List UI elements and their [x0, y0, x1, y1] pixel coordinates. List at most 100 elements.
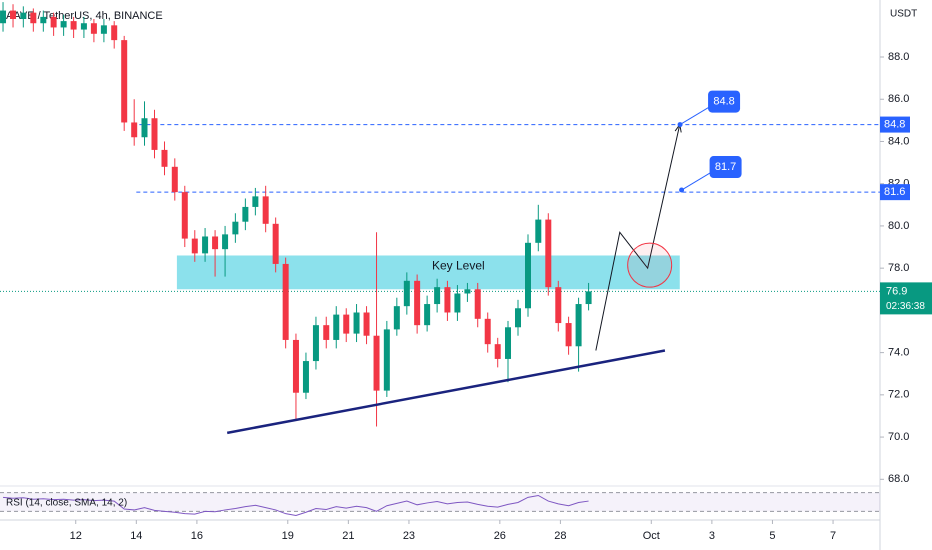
candle-body	[474, 289, 481, 319]
level-label: 81.6	[884, 186, 905, 198]
candle-body	[535, 219, 542, 243]
x-tick-label: 14	[130, 530, 142, 542]
candle-body	[444, 287, 451, 313]
candle-body	[70, 21, 77, 30]
candle-body	[272, 223, 279, 264]
x-tick-label: Oct	[643, 530, 660, 542]
level-label-box	[880, 116, 910, 133]
x-tick-label: 7	[830, 530, 836, 542]
candle-body	[252, 196, 259, 207]
last-price-label: 76.9	[886, 285, 907, 297]
rsi-label: RSI (14, close, SMA, 14, 2)	[6, 498, 127, 509]
candle-body	[242, 206, 249, 222]
candle-body	[343, 314, 350, 334]
candle-body	[10, 10, 17, 20]
candle-body	[575, 304, 582, 347]
candle-body	[505, 327, 512, 359]
candle-body	[121, 40, 128, 123]
callout-anchor	[677, 122, 683, 128]
currency: USDT	[890, 9, 917, 20]
candle-body	[393, 306, 400, 330]
x-tick-label: 19	[282, 530, 294, 542]
candle-body	[312, 325, 319, 362]
level-label-box	[880, 184, 910, 201]
candle-body	[40, 16, 47, 24]
x-tick-label: 5	[769, 530, 775, 542]
candle-body	[353, 312, 360, 334]
candle-body	[403, 280, 410, 307]
candle-body	[131, 122, 138, 138]
candle-body	[232, 221, 239, 235]
candle-body	[585, 291, 592, 305]
candle-body	[151, 118, 158, 150]
candle-body	[191, 238, 198, 254]
candle-body	[434, 287, 441, 305]
key-level-zone	[176, 255, 680, 290]
y-tick-label: 84.0	[888, 135, 909, 147]
y-tick-label: 78.0	[888, 262, 909, 274]
candle-body	[212, 236, 219, 250]
candle-body	[111, 25, 118, 41]
candle-body	[262, 196, 269, 224]
candle-body	[545, 219, 552, 288]
callout-connector	[681, 171, 712, 191]
y-tick-label: 70.0	[888, 431, 909, 443]
candle-body	[80, 23, 87, 30]
candle-body	[302, 361, 309, 393]
candle-body	[464, 289, 471, 294]
callout-anchor	[679, 187, 685, 193]
candle-body	[141, 118, 148, 138]
highlight-circle	[627, 242, 673, 288]
candle-body	[484, 318, 491, 345]
candle-body	[90, 23, 97, 34]
x-tick-label: 12	[70, 530, 82, 542]
trendline	[226, 349, 666, 435]
x-tick-label: 28	[554, 530, 566, 542]
candle-body	[20, 12, 27, 20]
candle-body	[60, 21, 67, 28]
y-tick-label: 86.0	[888, 93, 909, 105]
candle-body	[424, 304, 431, 326]
level-label: 84.8	[884, 118, 905, 130]
candle-body	[555, 287, 562, 324]
callout-label: 81.7	[715, 161, 736, 173]
candle-body	[363, 312, 370, 336]
callout-box	[709, 156, 742, 179]
callout-label: 84.8	[713, 95, 734, 107]
candle-body	[171, 166, 178, 193]
x-tick-label: 16	[191, 530, 203, 542]
rsi-line	[2, 494, 589, 517]
candle-body	[181, 192, 188, 239]
candle-body	[494, 344, 501, 359]
candle-body	[282, 263, 289, 340]
last-price-box	[880, 282, 932, 315]
candle-body	[161, 149, 168, 167]
candle-body	[454, 293, 461, 313]
x-tick-label: 21	[342, 530, 354, 542]
candle-body	[292, 339, 299, 393]
candle-body	[373, 335, 380, 391]
y-tick-label: 68.0	[888, 473, 909, 485]
key-level-label: Key Level	[432, 259, 485, 273]
candle-body	[100, 25, 107, 34]
y-tick-label: 74.0	[888, 347, 909, 359]
candle-body	[0, 10, 7, 24]
candle-body	[383, 329, 390, 391]
candle-body	[222, 234, 229, 250]
candle-body	[525, 242, 531, 309]
callout-connector	[679, 106, 711, 126]
candle-body	[202, 236, 209, 254]
y-tick-label: 88.0	[888, 51, 909, 63]
callout-box	[708, 90, 741, 113]
candle-body	[515, 308, 522, 328]
candle-body	[333, 314, 340, 340]
candle-body	[565, 323, 572, 347]
countdown: 02:36:38	[886, 301, 925, 312]
candle-body	[414, 280, 421, 326]
candle-body	[323, 325, 330, 340]
x-tick-label: 26	[494, 530, 506, 542]
y-tick-label: 72.0	[888, 389, 909, 401]
y-tick-label: 80.0	[888, 220, 909, 232]
candle-body	[30, 12, 37, 24]
